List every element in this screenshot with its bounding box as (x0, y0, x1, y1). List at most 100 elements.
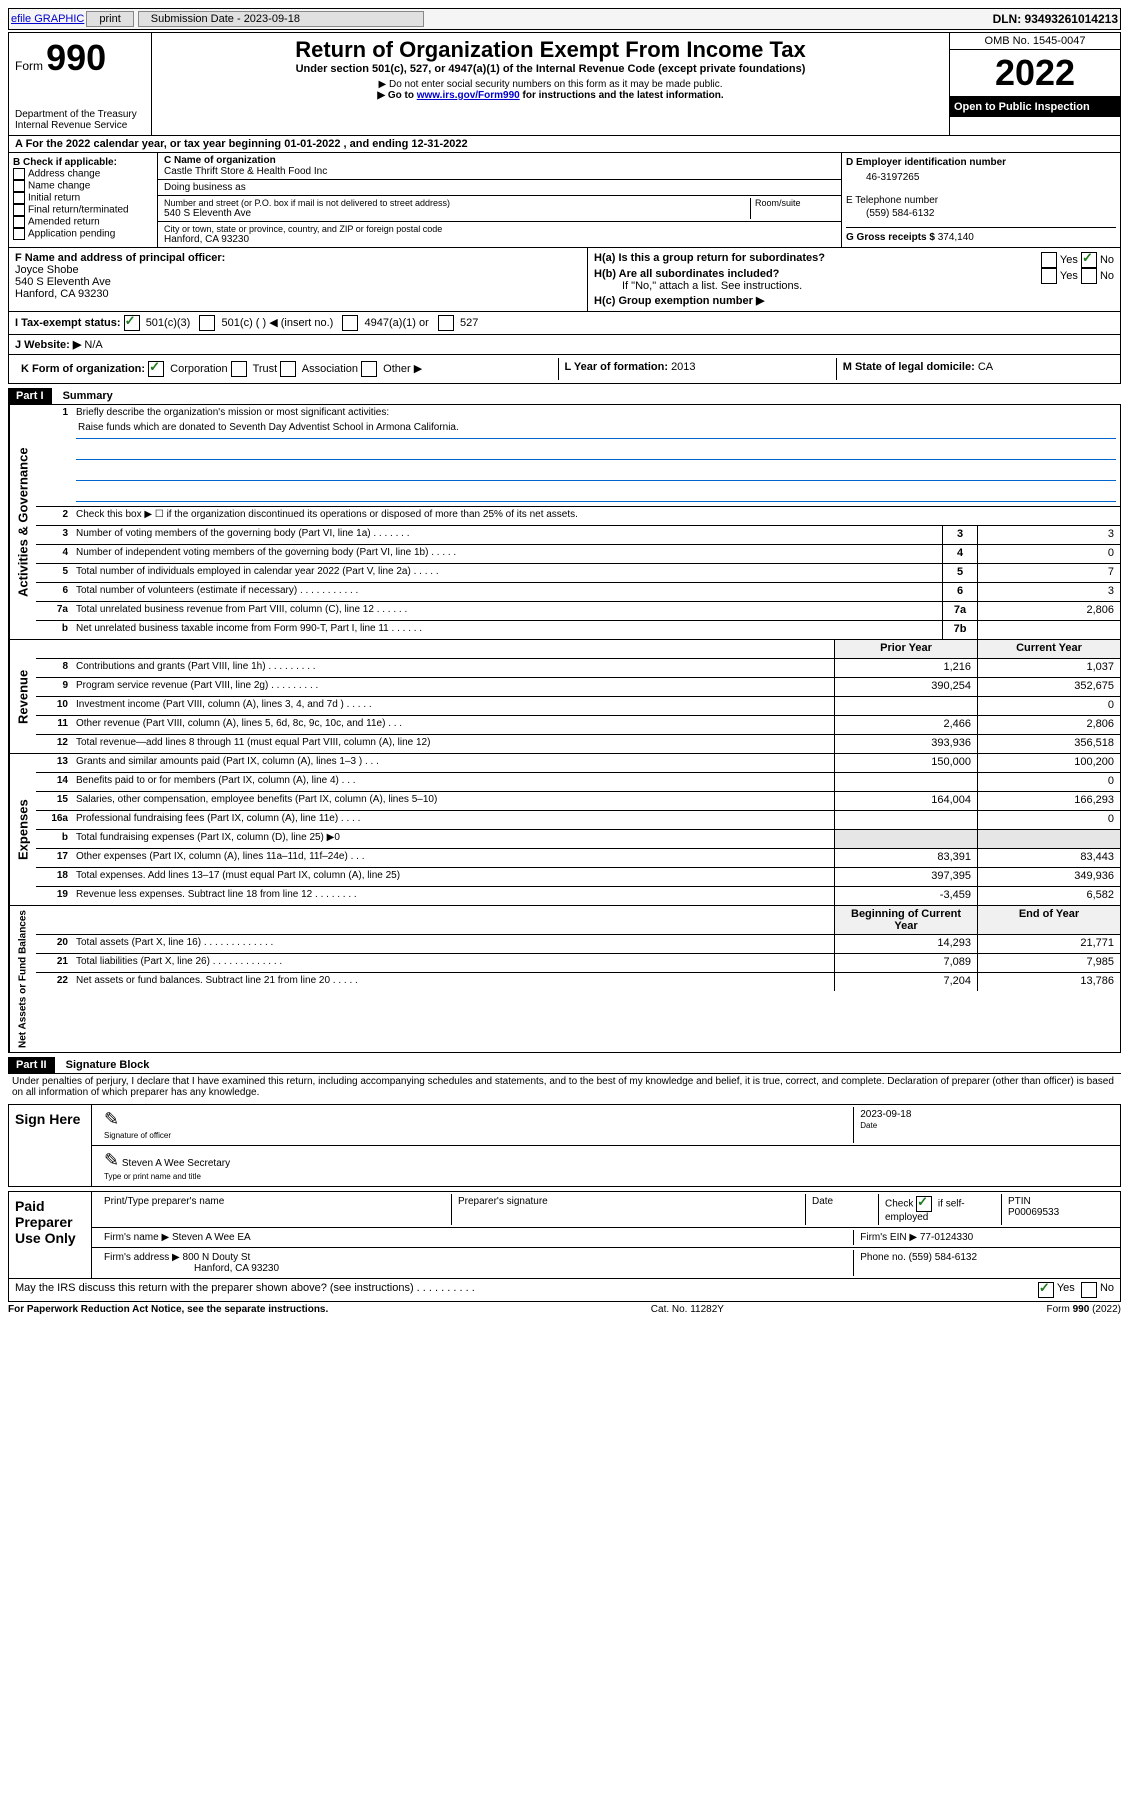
table-row: b Net unrelated business taxable income … (36, 621, 1120, 639)
expenses-section: Expenses 13 Grants and similar amounts p… (8, 754, 1121, 906)
ptin-value: P00069533 (1008, 1207, 1059, 1218)
ha-yes-checkbox[interactable] (1041, 252, 1057, 268)
assoc-checkbox[interactable] (280, 361, 296, 377)
kform-row: K Form of organization: Corporation Trus… (8, 355, 1121, 384)
gov-section: Activities & Governance 1 Briefly descri… (8, 405, 1121, 640)
name-change-checkbox[interactable] (13, 180, 25, 192)
officer-addr1: 540 S Eleventh Ave (15, 276, 581, 288)
begin-year-header: Beginning of Current Year (834, 906, 977, 934)
dba-label: Doing business as (164, 182, 835, 193)
table-row: 10 Investment income (Part VIII, column … (36, 697, 1120, 716)
app-pending-checkbox[interactable] (13, 228, 25, 240)
officer-name: Joyce Shobe (15, 264, 581, 276)
street-value: 540 S Eleventh Ave (164, 208, 750, 219)
line2-text: Check this box ▶ ☐ if the organization d… (72, 507, 1120, 525)
form-instr1: ▶ Do not enter social security numbers o… (158, 79, 943, 90)
efile-link[interactable]: efile GRAPHIC (11, 13, 84, 25)
table-row: 16a Professional fundraising fees (Part … (36, 811, 1120, 830)
corp-checkbox[interactable] (148, 361, 164, 377)
527-checkbox[interactable] (438, 315, 454, 331)
table-row: b Total fundraising expenses (Part IX, c… (36, 830, 1120, 849)
self-employed-checkbox[interactable] (916, 1196, 932, 1212)
hb-label: H(b) Are all subordinates included? (594, 268, 779, 280)
table-row: 5 Total number of individuals employed i… (36, 564, 1120, 583)
trust-checkbox[interactable] (231, 361, 247, 377)
sig-officer-label: Signature of officer (104, 1131, 171, 1140)
phone-value: (559) 584-6132 (866, 208, 1116, 219)
website-row: J Website: ▶ N/A (8, 335, 1121, 355)
form-title: Return of Organization Exempt From Incom… (158, 37, 943, 63)
org-name: Castle Thrift Store & Health Food Inc (164, 166, 835, 177)
initial-return-checkbox[interactable] (13, 192, 25, 204)
goto-pre: ▶ Go to (377, 90, 416, 101)
ein-label: D Employer identification number (846, 157, 1116, 168)
firm-addr1: 800 N Douty St (183, 1252, 251, 1263)
prior-year-header: Prior Year (834, 640, 977, 658)
officer-label: F Name and address of principal officer: (15, 252, 581, 264)
4947-checkbox[interactable] (342, 315, 358, 331)
table-row: 8 Contributions and grants (Part VIII, l… (36, 659, 1120, 678)
paperwork-notice: For Paperwork Reduction Act Notice, see … (8, 1304, 328, 1315)
discuss-no-checkbox[interactable] (1081, 1282, 1097, 1298)
preparer-section: Paid Preparer Use Only Print/Type prepar… (8, 1191, 1121, 1279)
table-row: 22 Net assets or fund balances. Subtract… (36, 973, 1120, 991)
firm-name: Steven A Wee EA (172, 1232, 251, 1243)
mission-text: Raise funds which are donated to Seventh… (76, 420, 1116, 439)
name-title-label: Type or print name and title (104, 1172, 201, 1181)
dln-label: DLN: 93493261014213 (993, 12, 1118, 26)
form-header: Form 990 Department of the Treasury Inte… (8, 32, 1121, 136)
discuss-text: May the IRS discuss this return with the… (15, 1282, 1038, 1298)
revenue-section: Revenue Prior Year Current Year 8 Contri… (8, 640, 1121, 754)
website-value: N/A (84, 339, 102, 351)
table-row: 17 Other expenses (Part IX, column (A), … (36, 849, 1120, 868)
addr-change-checkbox[interactable] (13, 168, 25, 180)
amended-checkbox[interactable] (13, 216, 25, 228)
check-applicable-heading: B Check if applicable: (13, 157, 153, 168)
sign-date: 2023-09-18 (860, 1109, 911, 1120)
net-vlabel: Net Assets or Fund Balances (9, 906, 36, 1052)
table-row: 21 Total liabilities (Part X, line 26) .… (36, 954, 1120, 973)
part2-badge: Part II (8, 1057, 55, 1073)
form-word: Form (15, 59, 43, 73)
ha-no-checkbox[interactable] (1081, 252, 1097, 268)
ptin-label: PTIN (1008, 1196, 1031, 1207)
period-bar: A For the 2022 calendar year, or tax yea… (8, 136, 1121, 153)
officer-print-name: Steven A Wee Secretary (122, 1158, 230, 1169)
table-row: 20 Total assets (Part X, line 16) . . . … (36, 935, 1120, 954)
street-label: Number and street (or P.O. box if mail i… (164, 198, 750, 208)
discuss-yes-checkbox[interactable] (1038, 1282, 1054, 1298)
hb-no-checkbox[interactable] (1081, 268, 1097, 284)
irs-label: Internal Revenue Service (15, 120, 145, 131)
other-checkbox[interactable] (361, 361, 377, 377)
submission-date: Submission Date - 2023-09-18 (138, 11, 424, 27)
hb-yes-checkbox[interactable] (1041, 268, 1057, 284)
org-name-label: C Name of organization (164, 155, 835, 166)
table-row: 18 Total expenses. Add lines 13–17 (must… (36, 868, 1120, 887)
print-button[interactable]: print (86, 11, 133, 27)
table-row: 4 Number of independent voting members o… (36, 545, 1120, 564)
dept-treasury: Department of the Treasury (15, 109, 145, 120)
final-return-checkbox[interactable] (13, 204, 25, 216)
table-row: 6 Total number of volunteers (estimate i… (36, 583, 1120, 602)
501c-checkbox[interactable] (199, 315, 215, 331)
netassets-section: Net Assets or Fund Balances Beginning of… (8, 906, 1121, 1053)
goto-post: for instructions and the latest informat… (523, 90, 724, 101)
phone-label: E Telephone number (846, 195, 1116, 206)
501c3-checkbox[interactable] (124, 315, 140, 331)
table-row: 9 Program service revenue (Part VIII, li… (36, 678, 1120, 697)
table-row: 12 Total revenue—add lines 8 through 11 … (36, 735, 1120, 753)
sign-here-label: Sign Here (9, 1105, 92, 1186)
firm-ein: 77-0124330 (920, 1232, 973, 1243)
form-subtitle: Under section 501(c), 527, or 4947(a)(1)… (158, 63, 943, 75)
table-row: 15 Salaries, other compensation, employe… (36, 792, 1120, 811)
table-row: 19 Revenue less expenses. Subtract line … (36, 887, 1120, 905)
topbar: efile GRAPHIC print Submission Date - 20… (8, 8, 1121, 30)
part1-header-row: Part I Summary (8, 384, 1121, 405)
table-row: 7a Total unrelated business revenue from… (36, 602, 1120, 621)
table-row: 11 Other revenue (Part VIII, column (A),… (36, 716, 1120, 735)
city-value: Hanford, CA 93230 (164, 234, 835, 245)
current-year-header: Current Year (977, 640, 1120, 658)
irs-link[interactable]: www.irs.gov/Form990 (417, 90, 520, 101)
form-number: 990 (46, 37, 106, 78)
part2-title: Signature Block (58, 1059, 150, 1071)
